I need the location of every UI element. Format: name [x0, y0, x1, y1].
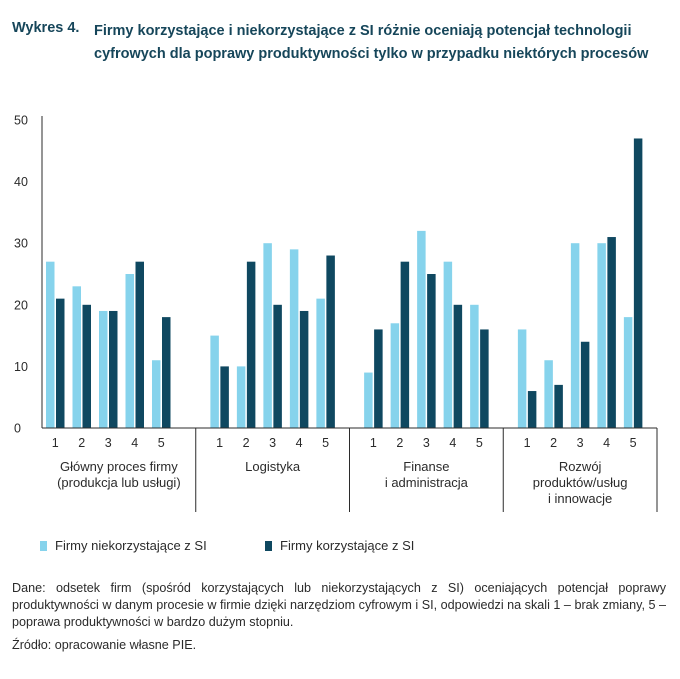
bar-non-users — [316, 298, 325, 428]
legend-item-users: Firmy korzystające z SI — [265, 538, 414, 553]
group-label: Logistyka — [245, 459, 301, 474]
group-label: (produkcja lub usługi) — [57, 475, 181, 490]
bar-users — [480, 329, 489, 428]
x-tick-label: 2 — [550, 436, 557, 450]
legend-item-non-users: Firmy niekorzystające z SI — [40, 538, 207, 553]
bar-non-users — [544, 360, 553, 428]
bar-non-users — [125, 274, 134, 428]
bars — [46, 138, 643, 429]
bar-users — [299, 310, 309, 428]
bar-users — [273, 304, 282, 428]
x-tick-label: 1 — [216, 436, 223, 450]
x-tick-label: 5 — [322, 436, 329, 450]
bar-users — [374, 329, 383, 428]
y-tick-label: 40 — [14, 175, 28, 189]
x-tick-label: 4 — [296, 436, 303, 450]
legend-swatch-non-users — [40, 541, 47, 551]
bar-non-users — [364, 372, 373, 428]
bar-non-users — [517, 329, 527, 428]
x-tick-label: 5 — [476, 436, 483, 450]
legend-label-non-users: Firmy niekorzystające z SI — [55, 538, 207, 553]
data-note: Dane: odsetek firm (spośród korzystający… — [12, 581, 666, 629]
group-label: i administracja — [385, 475, 469, 490]
group-label: Główny proces firmy — [60, 459, 178, 474]
bar-users — [554, 384, 563, 428]
x-tick-label: 2 — [78, 436, 85, 450]
bar-non-users — [390, 323, 400, 428]
bar-non-users — [623, 317, 633, 428]
x-tick-label: 5 — [630, 436, 637, 450]
figure-title: Firmy korzystające i niekorzystające z S… — [94, 23, 649, 62]
bar-non-users — [570, 243, 580, 428]
y-tick-label: 0 — [14, 422, 21, 436]
bar-users — [453, 304, 463, 428]
bar-users — [135, 261, 144, 428]
group-label: Rozwój — [559, 459, 602, 474]
bar-non-users — [417, 230, 426, 428]
legend-label-users: Firmy korzystające z SI — [280, 538, 415, 553]
bar-users — [56, 298, 65, 428]
bar-users — [82, 304, 91, 428]
x-tick-label: 4 — [449, 436, 456, 450]
figure-label: Wykres 4. — [12, 20, 80, 36]
y-tick-label: 30 — [14, 237, 28, 251]
y-tick-label: 50 — [14, 114, 28, 128]
legend-swatch-users — [265, 541, 272, 551]
y-tick-label: 20 — [14, 298, 28, 312]
source-note: Źródło: opracowanie własne PIE. — [12, 638, 197, 652]
group-label: i innowacje — [548, 491, 612, 506]
bar-users — [220, 366, 229, 428]
group-label: Finanse — [403, 459, 449, 474]
bar-non-users — [236, 366, 246, 428]
group-label: produktów/usług — [533, 475, 628, 490]
bar-chart: 0 10 20 30 40 50 1 2 3 4 5 Główny proces firmy(pro… — [14, 114, 658, 512]
bar-users — [246, 261, 256, 428]
bar-non-users — [152, 360, 161, 428]
bar-users — [162, 317, 171, 428]
y-axis: 0 10 20 30 40 50 — [14, 114, 43, 436]
x-axis: 1 2 3 4 5 Główny proces firmy(produkcja lub u… — [42, 427, 658, 512]
x-tick-label: 1 — [52, 436, 59, 450]
bar-non-users — [443, 261, 453, 428]
bar-users — [527, 391, 537, 428]
x-tick-label: 4 — [131, 436, 138, 450]
x-tick-label: 3 — [269, 436, 276, 450]
bar-non-users — [470, 304, 479, 428]
bar-users — [400, 261, 410, 428]
x-tick-label: 1 — [524, 436, 531, 450]
bar-non-users — [46, 261, 55, 428]
x-tick-label: 3 — [105, 436, 112, 450]
bar-non-users — [289, 249, 299, 428]
bar-users — [326, 255, 335, 428]
bar-users — [109, 310, 118, 428]
x-tick-label: 5 — [158, 436, 165, 450]
x-tick-label: 3 — [577, 436, 584, 450]
bar-non-users — [597, 243, 606, 428]
bar-non-users — [210, 335, 219, 428]
bar-users — [633, 138, 643, 429]
bar-non-users — [72, 286, 81, 428]
bar-users — [607, 237, 616, 428]
x-tick-label: 1 — [370, 436, 377, 450]
y-tick-label: 10 — [14, 360, 28, 374]
bar-non-users — [99, 310, 108, 428]
x-tick-label: 2 — [243, 436, 250, 450]
figure-notes: Dane: odsetek firm (spośród korzystający… — [12, 580, 666, 654]
x-tick-label: 3 — [423, 436, 430, 450]
x-tick-label: 4 — [603, 436, 610, 450]
bar-non-users — [263, 243, 272, 428]
x-tick-label: 2 — [396, 436, 403, 450]
bar-users — [427, 274, 436, 428]
bar-users — [580, 341, 590, 428]
